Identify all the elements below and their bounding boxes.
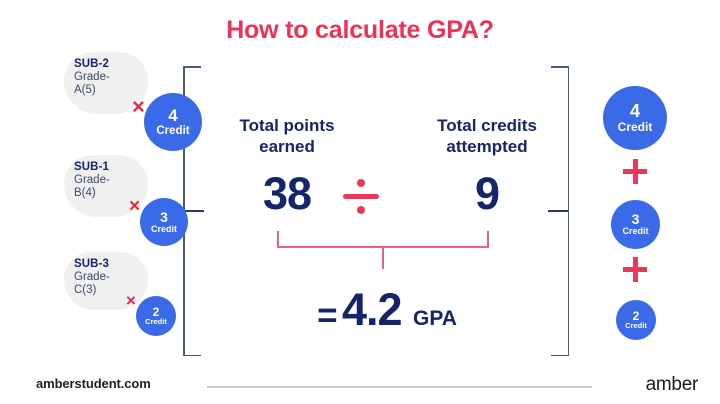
- bracket-tick-top: [183, 66, 201, 68]
- bracket-tick-bottom: [183, 354, 201, 356]
- bracket-connector-stem: [548, 210, 568, 212]
- plus-icon: [621, 256, 649, 284]
- plus-icon-vertical: [632, 159, 638, 184]
- credit-circle: 3 Credit: [611, 200, 660, 249]
- credit-number: 3: [160, 208, 168, 225]
- subject-labels: SUB-1 Grade- B(4): [74, 161, 110, 200]
- divide-icon-bar: [343, 194, 379, 199]
- right-bracket: [541, 66, 569, 356]
- subject-grade-line-2: B(4): [74, 186, 96, 199]
- credit-label: Credit: [150, 223, 177, 234]
- credits-column: 4 Credit 3 Credit 2 Credit: [585, 60, 695, 350]
- credit-label: Credit: [622, 226, 649, 237]
- result-bracket-arm-right: [487, 231, 489, 247]
- bracket-connector-stem: [184, 210, 204, 212]
- total-credits-heading-line-2: attempted: [446, 137, 528, 157]
- subject-grade-line-1: Grade-: [74, 173, 110, 186]
- gpa-label: GPA: [412, 307, 457, 330]
- footer-website[interactable]: amberstudent.com: [36, 376, 151, 391]
- multiply-icon: ×: [126, 291, 136, 310]
- credit-circle: 4 Credit: [603, 86, 667, 150]
- gpa-value: 4.2: [341, 284, 403, 335]
- bracket-tick-top: [551, 66, 569, 68]
- subject-blob-background: [64, 252, 148, 310]
- subject-grade-line-1: Grade-: [74, 270, 110, 283]
- total-points-heading-line-1: Total points: [239, 116, 335, 135]
- subject-labels: SUB-3 Grade- C(3): [74, 258, 110, 297]
- total-credits-heading: Total credits attempted: [408, 115, 566, 158]
- gpa-result: = 4.2 GPA: [222, 284, 552, 336]
- divide-icon: [339, 176, 383, 216]
- credit-label: Credit: [617, 120, 653, 135]
- subject-labels: SUB-2 Grade- A(5): [74, 58, 110, 97]
- total-points-heading: Total points earned: [212, 115, 362, 158]
- footer-divider: [207, 386, 592, 388]
- subject-name: SUB-1: [74, 161, 110, 173]
- multiply-icon: ×: [129, 196, 141, 217]
- total-credits-value: 9: [474, 168, 500, 219]
- subject-grade-line-1: Grade-: [74, 70, 110, 83]
- page-title: How to calculate GPA?: [226, 16, 494, 44]
- subject-blob-background: [64, 155, 148, 217]
- credit-number: 4: [168, 106, 178, 126]
- subject-credit-circle: 3 Credit: [140, 198, 188, 246]
- credit-number: 2: [152, 304, 160, 319]
- subject-name: SUB-2: [74, 58, 110, 70]
- subject-grade-line-2: C(3): [74, 283, 97, 296]
- bracket-vertical-line: [567, 66, 569, 356]
- result-bracket-arm-left: [277, 231, 279, 247]
- total-points-heading-line-2: earned: [259, 137, 315, 157]
- credit-label: Credit: [145, 317, 167, 327]
- equals-sign: =: [317, 296, 338, 335]
- subject-name: SUB-3: [74, 258, 110, 270]
- subject-blob-background: [64, 52, 148, 114]
- credit-number: 3: [631, 211, 640, 228]
- subject-grade-line-2: A(5): [74, 83, 96, 96]
- total-points-value: 38: [262, 168, 312, 219]
- divide-icon-dot-top: [357, 179, 365, 187]
- subjects-column: SUB-2 Grade- A(5) × 4 Credit SUB-1 Grade…: [56, 52, 202, 356]
- credit-number: 2: [632, 308, 640, 323]
- result-bracket-stem: [382, 247, 384, 269]
- credit-circle: 2 Credit: [616, 300, 656, 340]
- footer-brand-logo: amber: [645, 374, 699, 395]
- credit-number: 4: [629, 101, 640, 122]
- subject-credit-circle: 4 Credit: [144, 93, 202, 151]
- subject-credit-circle: 2 Credit: [136, 296, 176, 336]
- divide-icon-dot-bottom: [357, 206, 365, 214]
- plus-icon-vertical: [632, 257, 638, 282]
- bracket-tick-bottom: [551, 354, 569, 356]
- credit-label: Credit: [156, 124, 190, 137]
- result-bracket: [277, 230, 489, 272]
- plus-icon: [621, 158, 649, 186]
- credit-label: Credit: [625, 321, 647, 331]
- total-credits-heading-line-1: Total credits: [437, 116, 537, 135]
- multiply-icon: ×: [132, 94, 145, 119]
